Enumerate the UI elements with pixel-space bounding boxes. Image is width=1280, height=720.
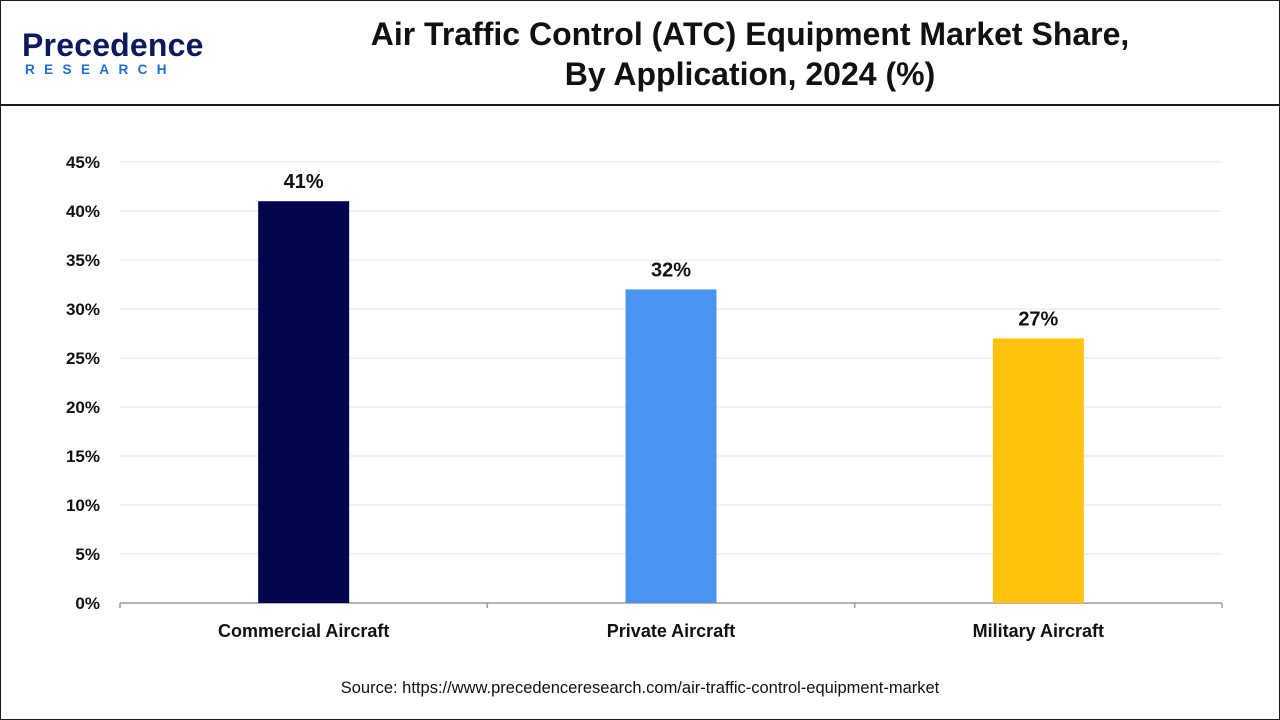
data-label: 41% — [284, 171, 324, 193]
logo-wordmark: Precedence — [22, 27, 204, 63]
y-tick-label: 20% — [66, 398, 100, 417]
bar — [625, 289, 717, 603]
chart-title-line-1: Air Traffic Control (ATC) Equipment Mark… — [370, 16, 1130, 52]
source-note: Source: https://www.precedenceresearch.c… — [340, 679, 940, 697]
y-tick-label: 15% — [66, 447, 100, 466]
data-label: 27% — [1018, 308, 1058, 330]
y-tick-label: 35% — [66, 251, 100, 270]
chart-title: Air Traffic Control (ATC) Equipment Mark… — [230, 14, 1270, 94]
y-tick-label: 10% — [66, 496, 100, 515]
bar — [992, 338, 1084, 603]
y-tick-label: 25% — [66, 349, 100, 368]
header: Precedence RESEARCH Air Traffic Control … — [0, 0, 1280, 106]
data-label: 32% — [651, 259, 691, 281]
bar — [258, 201, 350, 603]
x-tick-label: Military Aircraft — [973, 621, 1104, 641]
y-tick-label: 45% — [66, 153, 100, 172]
y-tick-label: 5% — [75, 545, 100, 564]
y-tick-label: 0% — [75, 594, 100, 613]
x-tick-label: Private Aircraft — [607, 621, 735, 641]
y-tick-label: 40% — [66, 202, 100, 221]
y-tick-label: 30% — [66, 300, 100, 319]
chart-title-line-2: By Application, 2024 (%) — [564, 56, 936, 92]
x-tick-label: Commercial Aircraft — [218, 621, 389, 641]
logo: Precedence RESEARCH — [22, 28, 222, 84]
logo-subtitle: RESEARCH — [25, 62, 176, 77]
